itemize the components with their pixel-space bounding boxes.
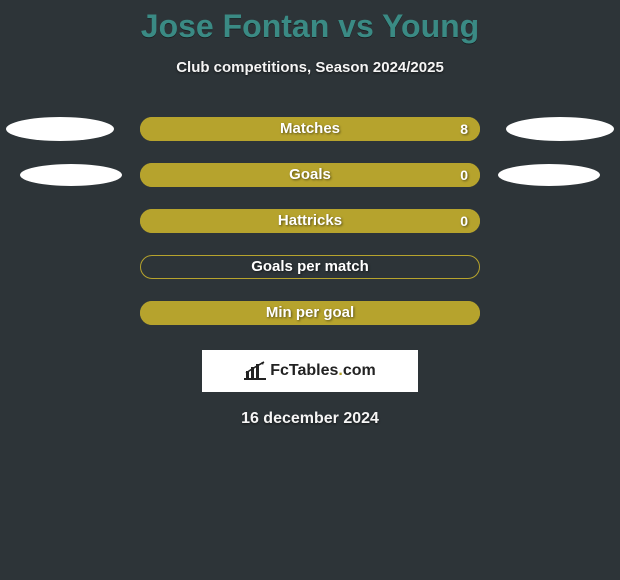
date-label: 16 december 2024 [0,410,620,428]
right-ellipse [506,117,614,141]
stat-bar: Goals per match [140,255,480,279]
stat-row: Goals per match [0,244,620,290]
stat-label: Hattricks [140,209,480,233]
right-ellipse [498,164,600,186]
stat-row: Hattricks0 [0,198,620,244]
page-title: Jose Fontan vs Young [0,8,620,45]
stat-bar: Hattricks0 [140,209,480,233]
left-ellipse [6,117,114,141]
stats-list: Matches8Goals0Hattricks0Goals per matchM… [0,106,620,336]
comparison-card: Jose Fontan vs Young Club competitions, … [0,0,620,428]
stat-value: 0 [460,163,468,187]
stat-bar: Matches8 [140,117,480,141]
left-ellipse [20,164,122,186]
stat-bar: Min per goal [140,301,480,325]
stat-value: 0 [460,209,468,233]
chart-icon [244,361,266,381]
stat-label: Matches [140,117,480,141]
stat-row: Min per goal [0,290,620,336]
stat-value: 8 [460,117,468,141]
stat-label: Goals per match [140,255,480,279]
stat-label: Min per goal [140,301,480,325]
stat-label: Goals [140,163,480,187]
stat-row: Goals0 [0,152,620,198]
brand-badge[interactable]: FcTables.com [202,350,418,392]
subtitle: Club competitions, Season 2024/2025 [0,59,620,76]
stat-row: Matches8 [0,106,620,152]
stat-bar: Goals0 [140,163,480,187]
brand-text: FcTables.com [270,362,376,380]
